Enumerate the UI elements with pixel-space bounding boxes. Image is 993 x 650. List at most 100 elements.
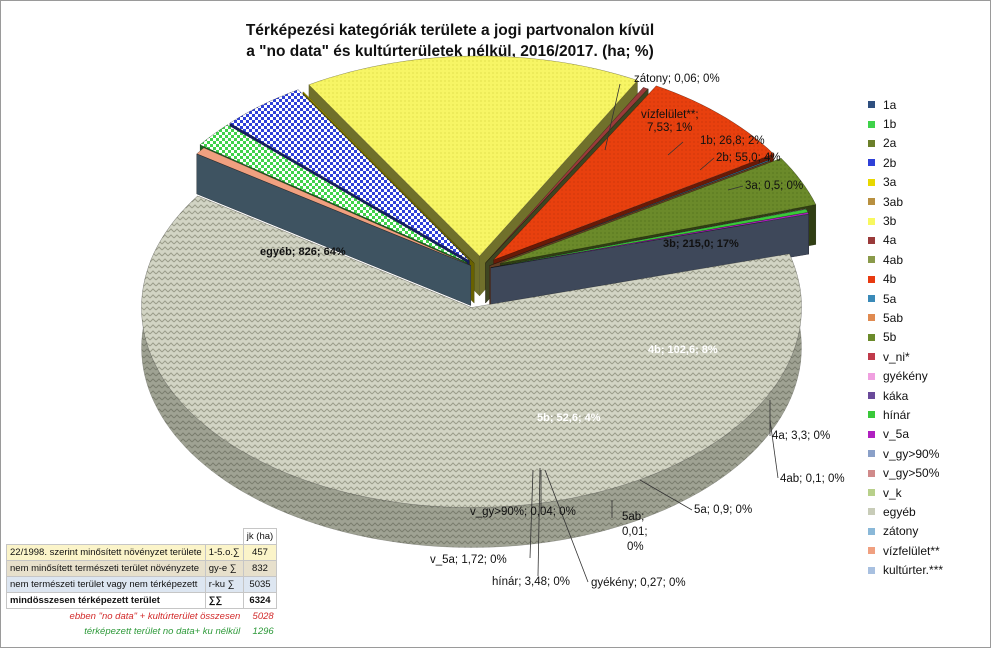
pie-slice-egyéb [141, 195, 802, 548]
legend-swatch [868, 236, 875, 244]
data-label: 4b; 102,6; 8% [648, 344, 718, 356]
leader-line [537, 467, 541, 577]
legend-item: 5a [868, 289, 988, 308]
data-label: 5ab; [622, 511, 644, 523]
data-label: 3a; 0,5; 0% [745, 180, 803, 192]
legend-swatch [868, 295, 875, 303]
legend-item: 1a [868, 95, 988, 114]
data-label: hínár; 3,48; 0% [492, 576, 570, 588]
legend-swatch [868, 566, 875, 574]
legend-label: 5b [883, 330, 897, 345]
data-label: egyéb; 826; 64% [260, 246, 346, 258]
legend-label: egyéb [883, 504, 916, 519]
legend-item: v_ni* [868, 347, 988, 366]
legend-swatch [868, 547, 875, 555]
legend-label: v_gy>50% [883, 466, 940, 481]
legend-item: 2b [868, 153, 988, 172]
legend-label: 4a [883, 233, 897, 248]
table-header-blank [7, 529, 206, 545]
chart-title: Térképezési kategóriák területe a jogi p… [150, 20, 750, 62]
legend-item: 3b [868, 211, 988, 230]
legend-item: zátony [868, 522, 988, 541]
leader-line [699, 157, 715, 171]
legend-item: kultúrter.*** [868, 560, 988, 579]
legend-swatch [868, 372, 875, 380]
legend-item: 3ab [868, 192, 988, 211]
legend-item: egyéb [868, 502, 988, 521]
legend-label: vízfelület** [883, 543, 940, 558]
legend-swatch [868, 256, 875, 264]
legend-swatch [868, 139, 875, 147]
table-row-value: 457 [242, 544, 278, 561]
leader-line [639, 479, 693, 511]
data-label: 4a; 3,3; 0% [772, 430, 830, 442]
legend-swatch [868, 489, 875, 496]
legend-item: 4b [868, 270, 988, 289]
note-nodata-label: ebben "no data" + kultúrterület összesen [69, 611, 241, 622]
legend-label: 3ab [883, 194, 904, 209]
data-label: 0% [627, 541, 644, 553]
legend-swatch [868, 333, 875, 341]
leader-line [667, 141, 684, 156]
legend-label: v_k [883, 485, 902, 500]
legend-swatch [868, 198, 875, 206]
legend-label: hínár [883, 407, 911, 422]
legend-label: káka [883, 388, 909, 403]
table-row-code: gy-e ∑ [204, 560, 244, 577]
note-mapped-value: 1296 [252, 626, 274, 637]
legend-item: 2a [868, 134, 988, 153]
pie-slice-v_gy>90% [490, 213, 809, 309]
legend-swatch [868, 120, 875, 128]
table-row-code: ∑∑ [204, 592, 244, 609]
table-row-label: 22/1998. szerint minősített növényzet te… [6, 544, 206, 561]
legend-swatch [868, 353, 875, 361]
legend-item: v_gy>90% [868, 444, 988, 463]
legend-item: 4a [868, 231, 988, 250]
table-row: nem minősített természeti terület növény… [6, 560, 278, 577]
legend-swatch [868, 314, 875, 322]
legend-swatch [868, 217, 875, 225]
data-label: 5b; 52,6; 4% [537, 412, 601, 424]
legend-label: 3a [883, 175, 897, 190]
pie-slices [141, 55, 817, 548]
legend-swatch [868, 450, 875, 458]
legend-item: v_5a [868, 425, 988, 444]
note-mapped-label: térképezett terület no data+ ku nélkül [84, 626, 241, 637]
table-row-value: 832 [242, 560, 278, 577]
table-row-value: 6324 [242, 592, 278, 609]
legend: 1a 1b 2a 2b 3a 3ab 3b 4a 4ab 4b 5a 5ab 5b v_ni* gyékén… [868, 95, 988, 580]
table-row-total: mindösszesen térképezett terület ∑∑ 6324 [6, 592, 278, 609]
leader-line [544, 469, 589, 583]
data-label: 3b; 215,0; 17% [663, 238, 739, 250]
leader-line [727, 185, 744, 191]
table-row-label: nem természeti terület vagy nem térképez… [6, 576, 206, 593]
legend-swatch [868, 159, 875, 167]
legend-label: 4b [883, 272, 897, 287]
summary-table: jk (ha) 22/1998. szerint minősített növé… [6, 528, 278, 639]
legend-label: 4ab [883, 252, 904, 267]
data-labels: zátony; 0,06; 0% vízfelület**;7,53; 1% 1b;… [260, 73, 845, 589]
table-row: 22/1998. szerint minősített növényzet te… [6, 544, 278, 561]
table-row-code: 1-5.o.∑ [204, 544, 244, 561]
legend-label: v_ni* [883, 349, 910, 364]
data-label: 1b; 26,8; 2% [700, 135, 765, 147]
legend-item: 5b [868, 328, 988, 347]
legend-item: 1b [868, 114, 988, 133]
legend-swatch [868, 411, 875, 419]
table-header-blank [205, 529, 243, 545]
data-label: 2b; 55,0; 4% [716, 152, 781, 164]
legend-item: vízfelület** [868, 541, 988, 560]
table-row-label: mindösszesen térképezett terület [6, 592, 206, 609]
legend-label: gyékény [883, 369, 928, 384]
legend-label: 2b [883, 155, 897, 170]
leader-line [529, 469, 534, 559]
table-row: nem természeti terület vagy nem térképez… [6, 576, 278, 593]
legend-label: zátony [883, 524, 919, 539]
legend-item: 4ab [868, 250, 988, 269]
legend-item: káka [868, 386, 988, 405]
legend-swatch [868, 527, 875, 535]
data-label: gyékény; 0,27; 0% [591, 577, 686, 589]
legend-swatch [868, 178, 875, 186]
